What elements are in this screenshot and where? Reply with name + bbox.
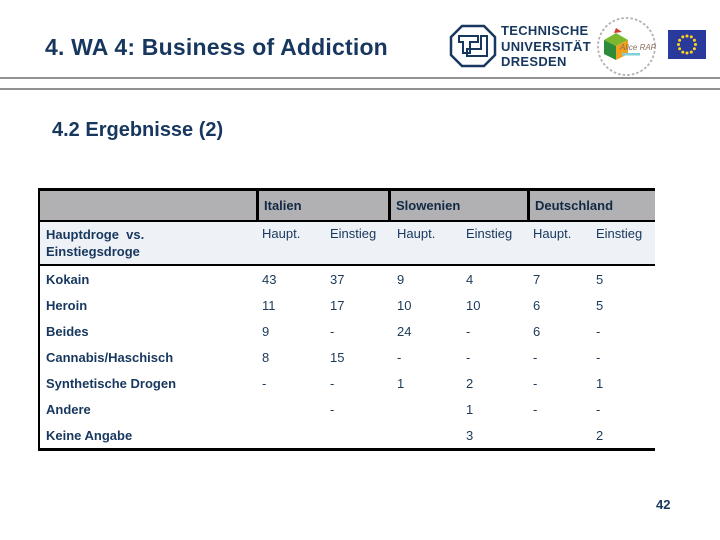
row-label: Keine Angabe bbox=[46, 427, 133, 443]
header-rule-top bbox=[0, 77, 720, 79]
tu-dresden-logo-text: TECHNISCHE UNIVERSITÄT DRESDEN bbox=[501, 23, 591, 70]
sub-header-einstieg-deutschland: Einstieg bbox=[596, 226, 643, 241]
cell-value: - bbox=[330, 323, 335, 339]
cell-value: - bbox=[330, 401, 335, 417]
slide-title: 4. WA 4: Business of Addiction bbox=[45, 34, 388, 60]
cell-value: 2 bbox=[596, 427, 604, 443]
cell-value: 6 bbox=[533, 323, 541, 339]
cell-value: - bbox=[533, 349, 538, 365]
sub-header-haupt-italien: Haupt. bbox=[262, 226, 301, 241]
cell-value: 1 bbox=[397, 375, 405, 391]
row-header-title: Hauptdroge vs. Einstiegsdroge bbox=[40, 222, 256, 264]
tud-line-3: DRESDEN bbox=[501, 54, 567, 69]
row-header-line2: Einstiegsdroge bbox=[46, 244, 140, 259]
cell-value: 8 bbox=[262, 349, 270, 365]
cell-value: - bbox=[533, 401, 538, 417]
tud-line-2: UNIVERSITÄT bbox=[501, 38, 591, 54]
cell-value: 9 bbox=[397, 271, 405, 287]
cell-value: 43 bbox=[262, 271, 277, 287]
cell-value: - bbox=[330, 375, 335, 391]
cell-value: 10 bbox=[397, 297, 412, 313]
cell-value: 5 bbox=[596, 271, 604, 287]
cell-value: 24 bbox=[397, 323, 412, 339]
country-header-empty-cell bbox=[40, 191, 256, 220]
table-row: Cannabis/Haschisch 8 15 - - - - bbox=[40, 344, 655, 370]
sub-header-haupt-deutschland: Haupt. bbox=[533, 226, 572, 241]
table-row: Synthetische Drogen - - 1 2 - 1 bbox=[40, 370, 655, 396]
cell-value: 37 bbox=[330, 271, 345, 287]
eu-flag-icon bbox=[668, 30, 706, 64]
row-label: Andere bbox=[46, 401, 91, 417]
cell-value: 10 bbox=[466, 297, 481, 313]
cell-value: - bbox=[596, 349, 601, 365]
cell-value: 1 bbox=[466, 401, 474, 417]
cell-value: - bbox=[397, 349, 402, 365]
alice-rap-logo-icon: Alice RAP bbox=[595, 15, 658, 83]
country-header-slowenien: Slowenien bbox=[391, 191, 527, 220]
results-table: Italien Slowenien Deutschland Hauptdroge… bbox=[38, 188, 655, 451]
table-row: Heroin 11 17 10 10 6 5 bbox=[40, 292, 655, 318]
table-row: Kokain 43 37 9 4 7 5 bbox=[40, 266, 655, 292]
cell-value: 6 bbox=[533, 297, 541, 313]
row-label: Cannabis/Haschisch bbox=[46, 349, 174, 365]
cell-value: - bbox=[596, 323, 601, 339]
table-row: Keine Angabe 3 2 bbox=[40, 422, 655, 448]
country-header-deutschland: Deutschland bbox=[530, 191, 655, 220]
table-row: Beides 9 - 24 - 6 - bbox=[40, 318, 655, 344]
section-subtitle: 4.2 Ergebnisse (2) bbox=[52, 119, 224, 141]
country-header-row: Italien Slowenien Deutschland bbox=[40, 191, 655, 222]
header-rule-bottom bbox=[0, 88, 720, 90]
svg-text:Alice RAP: Alice RAP bbox=[619, 43, 657, 52]
cell-value: - bbox=[533, 375, 538, 391]
cell-value: - bbox=[466, 323, 471, 339]
cell-value: 7 bbox=[533, 271, 541, 287]
row-label: Synthetische Drogen bbox=[46, 375, 177, 391]
cell-value: - bbox=[596, 401, 601, 417]
cell-value: - bbox=[466, 349, 471, 365]
column-separator bbox=[388, 191, 391, 220]
row-header-line1: Hauptdroge vs. bbox=[46, 227, 145, 242]
cell-value: 3 bbox=[466, 427, 474, 443]
table-row: Andere - 1 - - bbox=[40, 396, 655, 422]
tud-line-1: TECHNISCHE bbox=[501, 23, 589, 38]
sub-header-einstieg-slowenien: Einstieg bbox=[466, 226, 513, 241]
cell-value: - bbox=[262, 375, 267, 391]
sub-header-haupt-slowenien: Haupt. bbox=[397, 226, 436, 241]
column-separator bbox=[256, 191, 259, 220]
row-label: Kokain bbox=[46, 271, 90, 287]
page-number: 42 bbox=[656, 497, 671, 512]
row-label: Beides bbox=[46, 323, 89, 339]
sub-header-row: Hauptdroge vs. Einstiegsdroge Haupt. Ein… bbox=[40, 222, 655, 266]
cell-value: 2 bbox=[466, 375, 474, 391]
cell-value: 5 bbox=[596, 297, 604, 313]
cell-value: 17 bbox=[330, 297, 345, 313]
cell-value: 1 bbox=[596, 375, 604, 391]
table-body: Kokain 43 37 9 4 7 5 Heroin 11 17 10 10 6 5 Beides 9-24… bbox=[40, 266, 655, 448]
cell-value: 9 bbox=[262, 323, 270, 339]
row-label: Heroin bbox=[46, 297, 88, 313]
sub-header-einstieg-italien: Einstieg bbox=[330, 226, 377, 241]
tu-dresden-logo-icon bbox=[448, 23, 498, 74]
column-separator bbox=[527, 191, 530, 220]
tu-octagon-icon bbox=[449, 24, 497, 68]
cell-value: 15 bbox=[330, 349, 345, 365]
cell-value: 11 bbox=[262, 297, 276, 313]
country-header-italien: Italien bbox=[259, 191, 388, 220]
cell-value: 4 bbox=[466, 271, 474, 287]
